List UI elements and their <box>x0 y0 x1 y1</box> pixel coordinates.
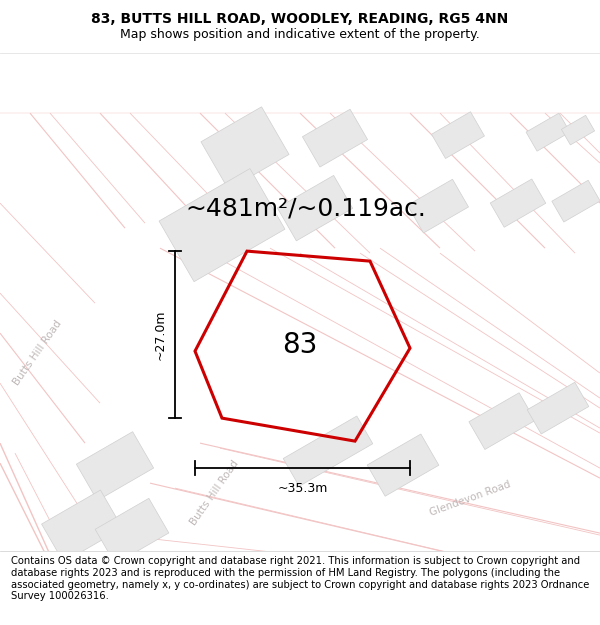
Polygon shape <box>159 169 285 282</box>
Polygon shape <box>41 490 122 562</box>
Polygon shape <box>407 179 469 233</box>
Text: Butts Hill Road: Butts Hill Road <box>12 319 64 388</box>
Text: 83: 83 <box>282 331 317 359</box>
Text: ~481m²/~0.119ac.: ~481m²/~0.119ac. <box>185 196 426 220</box>
Polygon shape <box>283 416 373 486</box>
Polygon shape <box>552 180 600 222</box>
Polygon shape <box>490 179 546 227</box>
Polygon shape <box>469 392 535 449</box>
Text: Map shows position and indicative extent of the property.: Map shows position and indicative extent… <box>120 28 480 41</box>
Polygon shape <box>302 109 368 167</box>
Text: Butts Hill Road: Butts Hill Road <box>189 459 241 528</box>
Polygon shape <box>431 112 484 159</box>
Polygon shape <box>95 498 169 564</box>
Polygon shape <box>367 434 439 496</box>
Text: ~27.0m: ~27.0m <box>154 309 167 360</box>
Text: ~35.3m: ~35.3m <box>277 482 328 495</box>
Text: 83, BUTTS HILL ROAD, WOODLEY, READING, RG5 4NN: 83, BUTTS HILL ROAD, WOODLEY, READING, R… <box>91 12 509 26</box>
Polygon shape <box>76 432 154 501</box>
Polygon shape <box>526 113 570 151</box>
Polygon shape <box>562 116 595 145</box>
Polygon shape <box>277 176 353 241</box>
Polygon shape <box>201 107 289 189</box>
Text: Contains OS data © Crown copyright and database right 2021. This information is : Contains OS data © Crown copyright and d… <box>11 556 589 601</box>
Polygon shape <box>527 382 589 434</box>
Text: Glendevon Road: Glendevon Road <box>428 479 512 518</box>
